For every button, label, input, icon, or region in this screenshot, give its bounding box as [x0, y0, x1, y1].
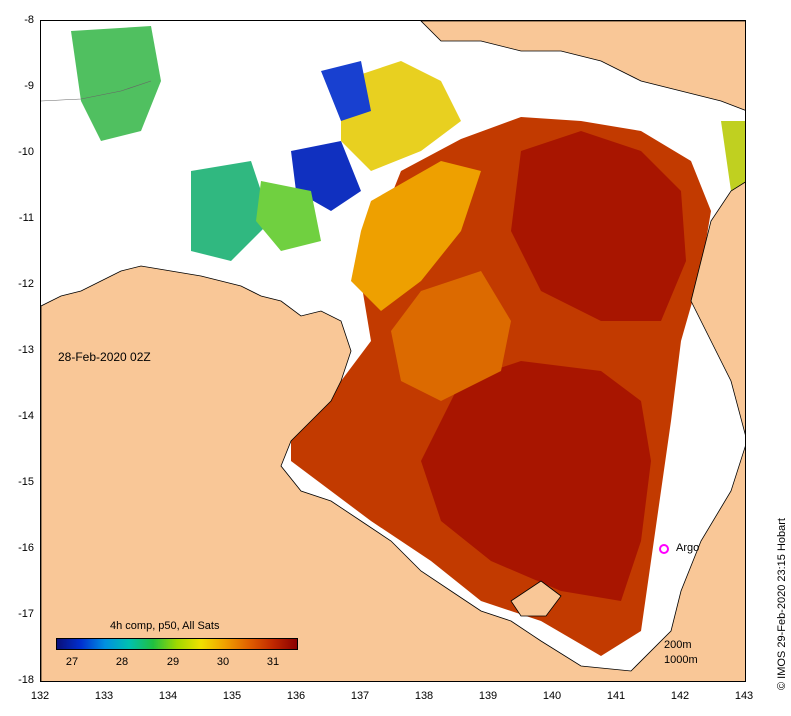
sst-patch-cool: [351, 161, 481, 311]
y-tick: -11: [18, 212, 34, 224]
y-tick: -18: [18, 674, 34, 686]
sst-patch-yellow-e: [721, 121, 745, 200]
y-tick: -16: [18, 542, 34, 554]
y-tick: -12: [18, 278, 34, 290]
land-layer: [41, 21, 745, 681]
x-tick: 140: [542, 690, 562, 702]
sst-patch-blue-n: [321, 61, 371, 121]
x-tick: 138: [414, 690, 434, 702]
x-tick: 132: [30, 690, 50, 702]
sst-patch-hot: [421, 361, 651, 601]
colorbar-tick: 30: [216, 656, 230, 668]
argo-float-marker-icon[interactable]: [659, 544, 669, 554]
y-tick: -9: [24, 80, 34, 92]
contour-label-200m: 200m: [664, 639, 692, 651]
sst-colorbar: [56, 638, 298, 650]
sst-patch-green-mid: [256, 181, 321, 251]
sst-map: [41, 21, 745, 681]
land-new-guinea: [420, 21, 745, 111]
colorbar-tick: 28: [115, 656, 129, 668]
land-arnhem: [41, 265, 745, 681]
sst-map-frame: [40, 20, 746, 682]
colorbar-tick: 29: [166, 656, 180, 668]
legend-title: 4h comp, p50, All Sats: [110, 620, 220, 632]
colorbar-tick: 31: [266, 656, 280, 668]
map-timestamp: 28-Feb-2020 02Z: [58, 350, 151, 364]
colorbar-tick: 27: [65, 656, 79, 668]
y-tick: -15: [18, 476, 34, 488]
x-tick: 134: [158, 690, 178, 702]
y-tick: -14: [18, 410, 34, 422]
land-groote: [510, 580, 562, 617]
y-tick: -17: [18, 608, 34, 620]
y-tick: -8: [24, 14, 34, 26]
x-tick: 135: [222, 690, 242, 702]
x-tick: 137: [350, 690, 370, 702]
sst-data-layer: [71, 26, 745, 656]
y-tick: -13: [18, 344, 34, 356]
contour-label-1000m: 1000m: [664, 654, 698, 666]
x-tick: 141: [606, 690, 626, 702]
x-tick: 139: [478, 690, 498, 702]
credit-text: © IMOS 29-Feb-2020 23:15 Hobart: [776, 518, 788, 690]
sst-patch-hot-north: [511, 131, 686, 321]
y-tick: -10: [18, 146, 34, 158]
sst-patch-yellow: [341, 61, 461, 171]
sst-patch-green-w: [191, 161, 271, 261]
sst-patch-mid: [391, 271, 511, 401]
x-tick: 133: [94, 690, 114, 702]
x-tick: 136: [286, 690, 306, 702]
contour-legend: 200m 1000m: [664, 638, 698, 668]
argo-label: Argo: [676, 542, 700, 554]
sst-patch-green-nw: [71, 26, 161, 141]
x-tick: 143: [734, 690, 754, 702]
land-cape-york: [690, 181, 745, 436]
bathymetry-contour: [41, 80, 152, 102]
x-tick: 142: [670, 690, 690, 702]
